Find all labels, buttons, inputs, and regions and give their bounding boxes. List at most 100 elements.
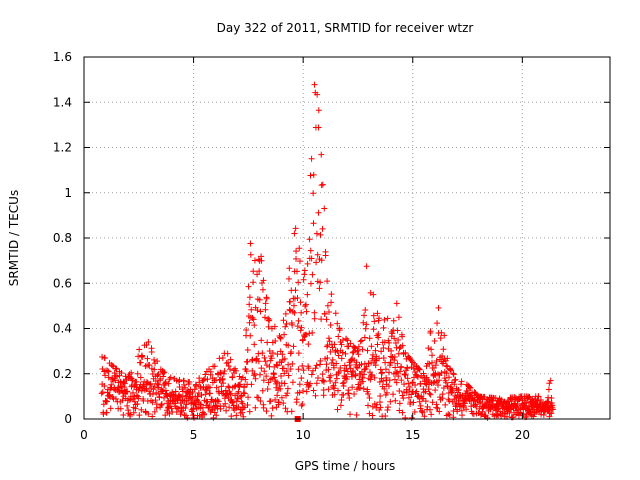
data-point <box>133 392 140 399</box>
data-point <box>220 370 227 377</box>
data-point <box>412 381 419 388</box>
data-point <box>313 230 320 237</box>
data-point <box>363 321 370 328</box>
data-point <box>257 308 264 315</box>
data-point <box>119 397 126 404</box>
data-point <box>295 279 302 286</box>
data-point <box>247 240 254 247</box>
data-point <box>402 414 409 421</box>
data-point <box>259 350 266 357</box>
data-point <box>197 385 204 392</box>
data-point <box>409 359 416 366</box>
data-point <box>438 370 445 377</box>
data-point <box>406 383 413 390</box>
data-point <box>260 404 267 411</box>
data-point <box>328 291 335 298</box>
data-point <box>258 365 265 372</box>
data-point <box>137 374 144 381</box>
data-point <box>425 345 432 352</box>
data-point <box>376 399 383 406</box>
data-point <box>128 369 135 376</box>
y-tick-label: 0.8 <box>53 231 72 245</box>
data-point <box>339 349 346 356</box>
data-point <box>365 391 372 398</box>
data-point <box>246 408 253 415</box>
data-point <box>373 404 380 411</box>
data-point <box>145 338 152 345</box>
data-point <box>444 355 451 362</box>
data-point <box>307 380 314 387</box>
data-point <box>217 369 224 376</box>
data-point <box>418 408 425 415</box>
data-point <box>274 392 281 399</box>
data-point <box>441 375 448 382</box>
data-point <box>293 268 300 275</box>
data-point <box>129 377 136 384</box>
data-point <box>450 371 457 378</box>
axis-ticks: 0 5 10 15 20 0 0.2 0.4 0.6 0.8 1 1.2 1.4 1.6 <box>53 50 610 442</box>
data-point <box>292 225 299 232</box>
data-point <box>280 400 287 407</box>
data-point <box>399 333 406 340</box>
data-point <box>285 342 292 349</box>
data-point <box>162 412 169 419</box>
data-point <box>248 306 255 313</box>
data-point <box>307 280 314 287</box>
data-point <box>311 81 318 88</box>
data-point <box>431 338 438 345</box>
data-point <box>194 393 201 400</box>
data-point <box>227 390 234 397</box>
data-point <box>290 302 297 309</box>
data-point <box>259 387 266 394</box>
data-point <box>251 370 258 377</box>
data-point <box>345 390 352 397</box>
data-point <box>272 338 279 345</box>
data-point <box>102 372 109 379</box>
data-point <box>105 368 112 375</box>
data-point <box>473 403 480 410</box>
data-point <box>370 326 377 333</box>
data-point <box>314 91 321 98</box>
data-point <box>184 414 191 421</box>
data-point <box>317 357 324 364</box>
data-point <box>526 408 533 415</box>
data-point <box>300 388 307 395</box>
data-point <box>436 408 443 415</box>
data-point <box>279 351 286 358</box>
data-point <box>330 364 337 371</box>
data-point <box>101 382 108 389</box>
data-point <box>392 340 399 347</box>
data-point <box>384 407 391 414</box>
data-point <box>360 385 367 392</box>
data-point <box>319 225 326 232</box>
data-point <box>295 350 302 357</box>
data-point <box>466 384 473 391</box>
data-point <box>149 413 156 420</box>
data-point <box>213 384 220 391</box>
data-point <box>308 155 315 162</box>
data-point <box>392 364 399 371</box>
data-point <box>252 404 259 411</box>
data-point <box>229 373 236 380</box>
data-point <box>327 372 334 379</box>
data-point <box>377 393 384 400</box>
data-point <box>360 319 367 326</box>
data-point <box>255 256 262 263</box>
data-point <box>371 318 378 325</box>
data-point <box>540 411 547 418</box>
data-point <box>250 372 257 379</box>
data-point <box>325 366 332 373</box>
data-point <box>338 355 345 362</box>
data-point <box>265 323 272 330</box>
data-point <box>410 399 417 406</box>
data-point <box>319 181 326 188</box>
data-point <box>431 379 438 386</box>
data-point <box>330 384 337 391</box>
data-point <box>309 367 316 374</box>
data-point <box>262 300 269 307</box>
data-point <box>311 315 318 322</box>
data-point <box>368 373 375 380</box>
data-point <box>367 376 374 383</box>
data-point <box>379 369 386 376</box>
data-point <box>391 335 398 342</box>
